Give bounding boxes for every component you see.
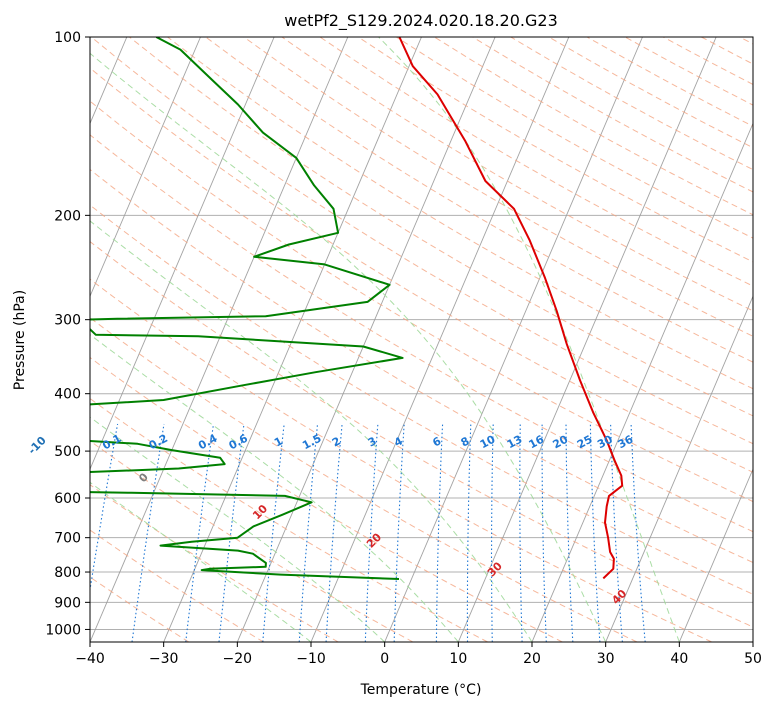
moist-adiabat xyxy=(90,333,459,642)
y-tick-label: 500 xyxy=(54,444,81,460)
x-tick-label: 0 xyxy=(380,651,389,667)
y-tick-label: 1000 xyxy=(45,622,81,638)
x-tick-label: 10 xyxy=(449,651,467,667)
dry-adiabat xyxy=(129,37,753,417)
y-tick-label: 900 xyxy=(54,595,81,611)
dry-adiabat xyxy=(243,37,753,337)
dry-adiabat xyxy=(90,100,753,503)
isotherm-line xyxy=(678,467,753,642)
y-tick-label: 600 xyxy=(54,491,81,507)
dry-adiabat xyxy=(90,440,414,642)
dry-adiabat xyxy=(90,37,753,445)
plot-frame xyxy=(89,36,754,643)
isotherm-line xyxy=(457,37,717,642)
dry-adiabat xyxy=(90,241,753,628)
x-tick-label: −10 xyxy=(296,651,326,667)
dry-adiabat xyxy=(90,317,638,642)
axes: −40 −30 −20 −10 0 10 20 30 40 50 100 200 300 400 500 60… xyxy=(45,30,762,667)
moist-adiabat xyxy=(378,37,680,642)
y-tick-label: 800 xyxy=(54,565,81,581)
dry-adiabat xyxy=(90,168,753,564)
dewpoint-line xyxy=(90,37,404,580)
y-tick-label: 400 xyxy=(54,387,81,403)
mixing-ratio-label: 20 xyxy=(551,433,571,452)
x-tick-label: 20 xyxy=(523,651,541,667)
chart-title: wetPf2_S129.2024.020.18.20.G23 xyxy=(284,11,558,31)
x-tick-label: −30 xyxy=(149,651,179,667)
isotherm-line xyxy=(90,37,201,298)
isotherm-line xyxy=(90,37,349,642)
dry-adiabat xyxy=(90,529,264,642)
mixing-ratio-line xyxy=(90,423,119,594)
mixing-ratio-label: 25 xyxy=(575,433,595,452)
mixing-ratio-label: 16 xyxy=(527,433,547,452)
y-tick-label: 100 xyxy=(54,30,81,46)
moist-adiabat xyxy=(90,416,386,642)
mixing-ratio-label: 30 xyxy=(595,433,615,452)
isotherm-line xyxy=(90,37,275,471)
dry-adiabat xyxy=(281,37,753,312)
mixing-ratio-label: 36 xyxy=(616,433,636,452)
y-axis-title: Pressure (hPa) xyxy=(12,290,28,390)
isotherm-line xyxy=(531,122,753,642)
dry-adiabat xyxy=(90,278,712,642)
isotherm-line xyxy=(236,37,496,642)
moist-adiabat xyxy=(90,52,607,642)
isotherm-line xyxy=(384,37,643,642)
data-lines xyxy=(90,37,624,580)
dry-adiabat xyxy=(90,397,488,642)
temperature-line xyxy=(398,37,624,580)
x-tick-label: 50 xyxy=(744,651,762,667)
x-tick-label: 40 xyxy=(670,651,688,667)
moist-adiabat xyxy=(90,481,312,642)
y-tick-label: 700 xyxy=(54,531,81,547)
mixing-ratio-label: 13 xyxy=(505,433,525,452)
dry-adiabat xyxy=(90,484,339,642)
dry-adiabat xyxy=(90,356,563,642)
moist-adiabat xyxy=(90,220,533,642)
y-tick-label: 300 xyxy=(54,313,81,329)
x-axis-title: Temperature (°C) xyxy=(360,682,482,698)
background-lines xyxy=(90,37,753,642)
x-tick-label: −40 xyxy=(75,651,105,667)
x-tick-label: −20 xyxy=(223,651,253,667)
y-tick-label: 200 xyxy=(54,208,81,224)
mixing-ratio-line xyxy=(131,423,165,642)
dry-adiabat xyxy=(90,204,753,595)
isotherm-line xyxy=(605,295,753,642)
x-tick-label: 30 xyxy=(597,651,615,667)
dry-adiabat xyxy=(90,134,753,533)
mixing-ratio-label: 10 xyxy=(478,433,498,452)
